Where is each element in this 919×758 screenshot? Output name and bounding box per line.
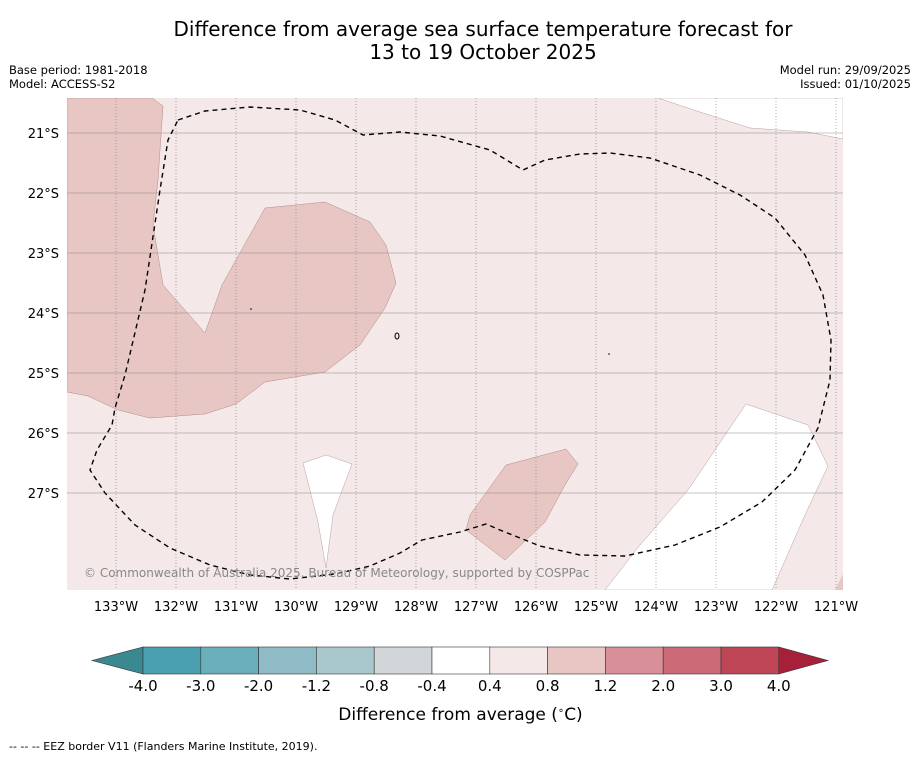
warm-region-west xyxy=(67,98,397,419)
latitude-label: 23°S xyxy=(28,247,59,262)
neutral-region-center xyxy=(302,454,353,569)
meta-right: Model run: 29/09/2025 Issued: 01/10/2025 xyxy=(780,63,911,91)
colorbar-swatch xyxy=(373,646,433,675)
sst-anomaly-map: © Commonwealth of Australia 2025, Bureau… xyxy=(28,98,858,615)
latitude-label: 24°S xyxy=(28,307,59,322)
colorbar-tick-label: -4.0 xyxy=(128,677,157,695)
grid-lines xyxy=(67,98,843,590)
colorbar-tick-label: -1.2 xyxy=(302,677,331,695)
colorbar-tick-label: 2.0 xyxy=(651,677,675,695)
latitude-labels: 21°S 22°S 23°S 24°S 25°S 26°S 27°S xyxy=(28,127,59,502)
longitude-label: 123°W xyxy=(694,600,738,615)
map-plot-area: © Commonwealth of Australia 2025, Bureau… xyxy=(67,98,843,590)
eez-border xyxy=(89,106,832,580)
island-marker xyxy=(608,353,610,355)
longitude-label: 122°W xyxy=(754,600,798,615)
model-name: Model: ACCESS-S2 xyxy=(9,77,116,91)
colorbar-swatch xyxy=(200,646,259,675)
latitude-label: 21°S xyxy=(28,127,59,142)
issued-date: Issued: 01/10/2025 xyxy=(800,77,911,91)
colorbar-tick-label: 4.0 xyxy=(767,677,791,695)
colorbar-extend-high xyxy=(778,646,830,675)
latitude-label: 25°S xyxy=(28,367,59,382)
eez-footnote: -- -- -- EEZ border V11 (Flanders Marine… xyxy=(9,740,318,753)
colorbar-swatch xyxy=(142,646,202,675)
colorbar-title: Difference from average (∘C) xyxy=(338,705,583,725)
colorbar-tick-label: -2.0 xyxy=(244,677,273,695)
longitude-label: 129°W xyxy=(334,600,378,615)
colorbar-tick-label: -0.8 xyxy=(360,677,389,695)
longitude-labels: 133°W 132°W 131°W 130°W 129°W 128°W 127°W 126°W… xyxy=(94,600,858,615)
island-marker xyxy=(250,308,252,310)
colorbar-swatches xyxy=(90,646,830,675)
longitude-label: 132°W xyxy=(154,600,198,615)
copyright-notice: © Commonwealth of Australia 2025, Bureau… xyxy=(84,566,589,580)
colorbar-tick-label: -0.4 xyxy=(417,677,446,695)
longitude-label: 125°W xyxy=(574,600,618,615)
longitude-label: 121°W xyxy=(814,600,858,615)
model-run: Model run: 29/09/2025 xyxy=(779,63,911,77)
colorbar-labels: -4.0 -3.0 -2.0 -1.2 -0.8 -0.4 0.4 0.8 1.2 2.0 3.0 4… xyxy=(128,677,790,695)
island-marker xyxy=(394,332,400,340)
base-period: Base period: 1981-2018 xyxy=(9,63,148,77)
longitude-label: 128°W xyxy=(394,600,438,615)
colorbar-tick-label: 0.4 xyxy=(478,677,502,695)
longitude-label: 133°W xyxy=(94,600,138,615)
colorbar-extend-low xyxy=(90,646,144,675)
colorbar-tick-label: 0.8 xyxy=(536,677,560,695)
latitude-label: 26°S xyxy=(28,427,59,442)
colorbar-swatch xyxy=(316,646,375,675)
title-line-2: 13 to 19 October 2025 xyxy=(369,40,597,64)
colorbar-swatch xyxy=(605,646,664,675)
title-line-1: Difference from average sea surface temp… xyxy=(173,17,793,41)
warm-region-south xyxy=(465,448,579,561)
meta-left: Base period: 1981-2018 Model: ACCESS-S2 xyxy=(9,63,148,91)
colorbar-tick-label: 1.2 xyxy=(593,677,617,695)
colorbar-swatch xyxy=(720,646,780,675)
colorbar-swatch xyxy=(547,646,606,675)
colorbar-swatch xyxy=(662,646,722,675)
latitude-label: 22°S xyxy=(28,187,59,202)
neutral-region-northeast xyxy=(657,98,843,140)
colorbar-swatch xyxy=(431,646,491,675)
warm-region-corner xyxy=(835,574,843,590)
longitude-label: 127°W xyxy=(454,600,498,615)
longitude-label: 126°W xyxy=(514,600,558,615)
longitude-label: 131°W xyxy=(214,600,258,615)
map-title: Difference from average sea surface temp… xyxy=(0,18,919,64)
colorbar-tick-label: 3.0 xyxy=(709,677,733,695)
colorbar-tick-label: -3.0 xyxy=(186,677,215,695)
longitude-label: 130°W xyxy=(274,600,318,615)
color-legend: -4.0 -3.0 -2.0 -1.2 -0.8 -0.4 0.4 0.8 1.2 2.0 3.0 4… xyxy=(90,646,830,695)
colorbar-swatch xyxy=(489,646,548,675)
latitude-label: 27°S xyxy=(28,487,59,502)
neutral-region-east xyxy=(604,403,829,590)
longitude-label: 124°W xyxy=(634,600,678,615)
colorbar-swatch xyxy=(258,646,317,675)
